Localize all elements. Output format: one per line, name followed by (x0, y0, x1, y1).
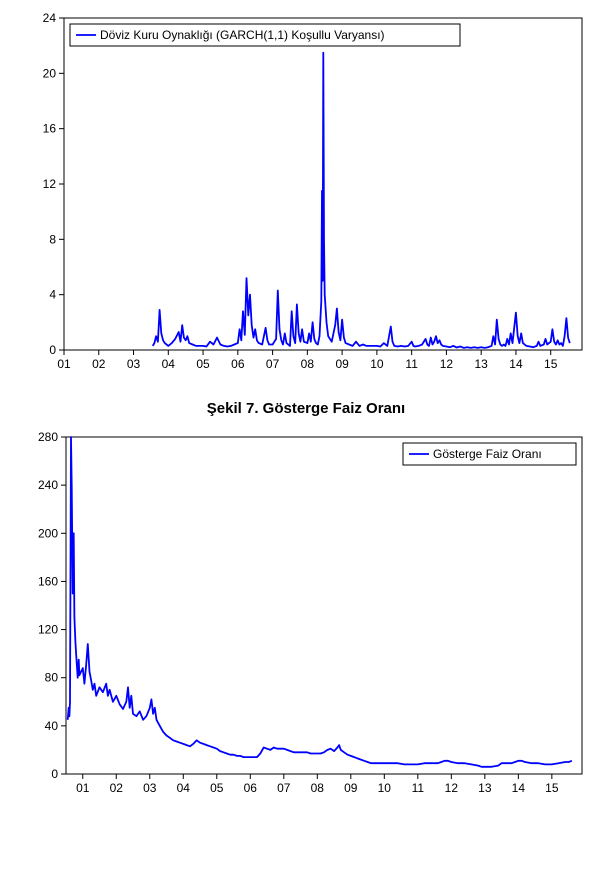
svg-text:14: 14 (509, 357, 523, 371)
chart-2-svg: 0 40 80 120 160 200 240 280 01 02 03 04 05 06 07 08 09 10… (26, 429, 586, 804)
svg-text:8: 8 (49, 232, 56, 246)
svg-text:20: 20 (43, 66, 57, 80)
svg-text:10: 10 (370, 357, 384, 371)
svg-text:120: 120 (38, 623, 58, 637)
svg-text:280: 280 (38, 430, 58, 444)
svg-text:01: 01 (57, 357, 71, 371)
svg-text:12: 12 (43, 177, 57, 191)
svg-text:03: 03 (127, 357, 141, 371)
chart-1-container: 0481216202401020304050607080910111213141… (26, 10, 586, 380)
chart-1-svg: 0481216202401020304050607080910111213141… (26, 10, 586, 380)
svg-text:80: 80 (45, 671, 59, 685)
svg-text:11: 11 (405, 357, 418, 371)
svg-text:0: 0 (49, 343, 56, 357)
svg-text:03: 03 (143, 781, 157, 795)
svg-text:05: 05 (196, 357, 210, 371)
svg-text:13: 13 (478, 781, 492, 795)
svg-text:01: 01 (76, 781, 90, 795)
svg-text:13: 13 (475, 357, 489, 371)
svg-text:0: 0 (51, 767, 58, 781)
svg-text:06: 06 (231, 357, 245, 371)
svg-text:09: 09 (335, 357, 349, 371)
svg-text:08: 08 (311, 781, 325, 795)
svg-text:160: 160 (38, 574, 58, 588)
figure-caption: Şekil 7. Gösterge Faiz Oranı (10, 400, 602, 417)
svg-text:240: 240 (38, 478, 58, 492)
svg-text:4: 4 (49, 288, 56, 302)
svg-text:14: 14 (512, 781, 526, 795)
svg-text:05: 05 (210, 781, 224, 795)
svg-text:15: 15 (545, 781, 559, 795)
svg-text:09: 09 (344, 781, 358, 795)
svg-text:Gösterge Faiz Oranı: Gösterge Faiz Oranı (433, 447, 542, 461)
svg-text:10: 10 (378, 781, 392, 795)
svg-text:15: 15 (544, 357, 558, 371)
svg-text:Döviz Kuru Oynaklığı (GARCH(1,: Döviz Kuru Oynaklığı (GARCH(1,1) Koşullu… (100, 28, 385, 42)
svg-text:04: 04 (177, 781, 191, 795)
svg-text:02: 02 (110, 781, 124, 795)
svg-text:04: 04 (162, 357, 176, 371)
svg-text:08: 08 (301, 357, 315, 371)
svg-text:40: 40 (45, 719, 59, 733)
svg-text:07: 07 (266, 357, 280, 371)
svg-text:07: 07 (277, 781, 291, 795)
svg-text:11: 11 (412, 781, 425, 795)
svg-text:02: 02 (92, 357, 106, 371)
svg-text:24: 24 (43, 11, 57, 25)
svg-text:12: 12 (445, 781, 459, 795)
svg-text:06: 06 (244, 781, 258, 795)
svg-text:12: 12 (440, 357, 454, 371)
svg-text:200: 200 (38, 526, 58, 540)
svg-text:16: 16 (43, 122, 57, 136)
chart-2-container: 0 40 80 120 160 200 240 280 01 02 03 04 05 06 07 08 09 10… (26, 429, 586, 804)
